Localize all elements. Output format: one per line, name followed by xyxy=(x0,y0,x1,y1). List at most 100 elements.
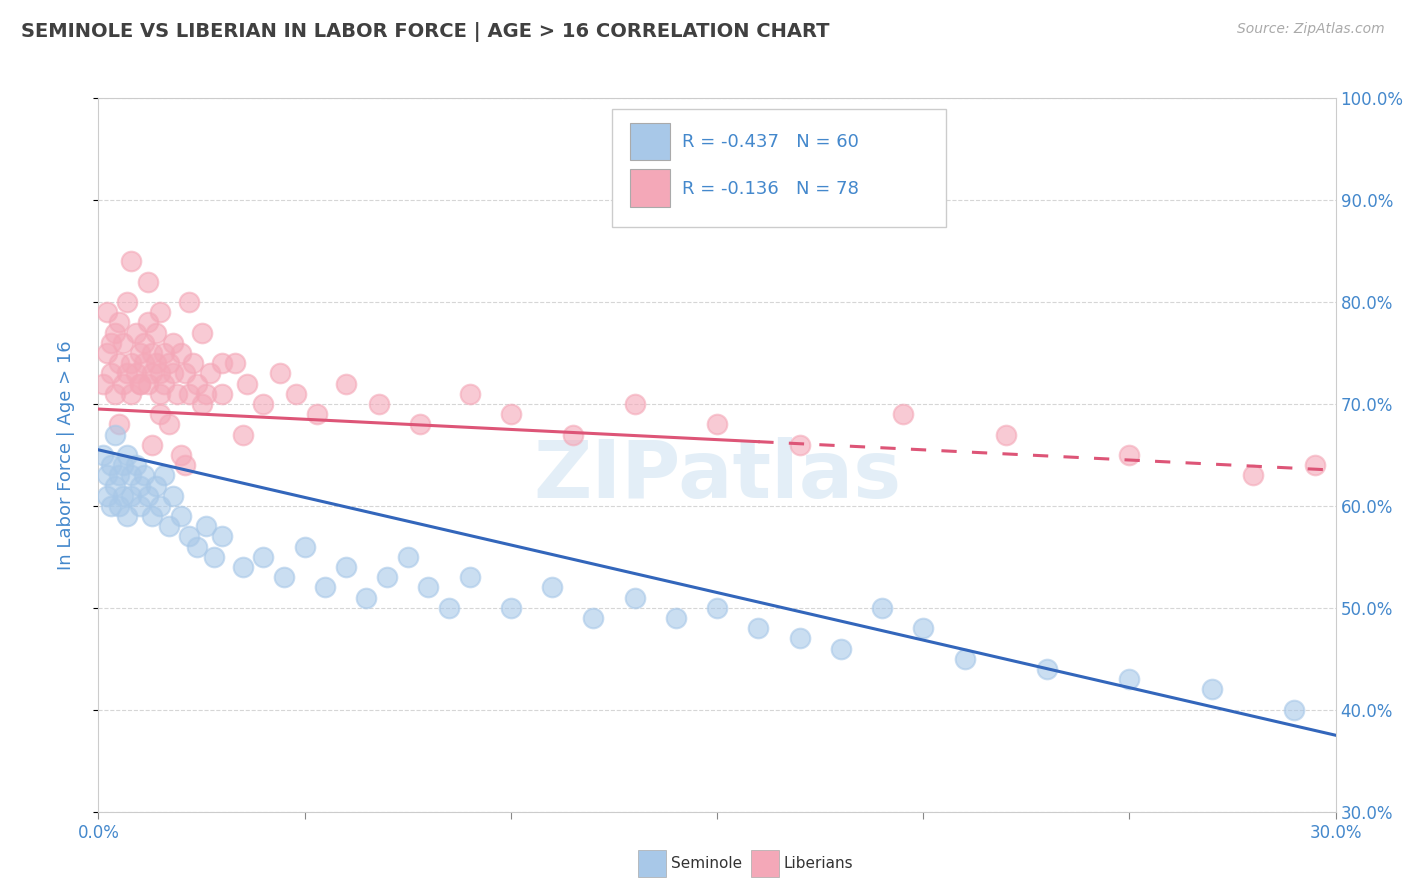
Point xyxy=(96,346,118,360)
Point xyxy=(179,529,201,543)
FancyBboxPatch shape xyxy=(630,169,671,207)
Text: Source: ZipAtlas.com: Source: ZipAtlas.com xyxy=(1237,22,1385,37)
Point xyxy=(149,407,172,421)
Point xyxy=(141,509,163,524)
Point xyxy=(128,499,150,513)
Point xyxy=(211,356,233,370)
Point xyxy=(128,478,150,492)
Point xyxy=(202,549,225,564)
Point xyxy=(830,641,852,656)
Text: R = -0.437   N = 60: R = -0.437 N = 60 xyxy=(682,134,859,152)
Text: SEMINOLE VS LIBERIAN IN LABOR FORCE | AGE > 16 CORRELATION CHART: SEMINOLE VS LIBERIAN IN LABOR FORCE | AG… xyxy=(21,22,830,42)
Text: ZIPatlas: ZIPatlas xyxy=(533,437,901,516)
Point xyxy=(91,448,114,462)
Point xyxy=(124,458,146,472)
Point xyxy=(458,570,481,584)
Point xyxy=(145,356,167,370)
Y-axis label: In Labor Force | Age > 16: In Labor Force | Age > 16 xyxy=(56,340,75,570)
Point xyxy=(170,509,193,524)
FancyBboxPatch shape xyxy=(612,109,946,227)
Point xyxy=(273,570,295,584)
Point xyxy=(91,376,114,391)
Point xyxy=(582,611,605,625)
Point xyxy=(149,386,172,401)
Point xyxy=(96,305,118,319)
Point xyxy=(1284,703,1306,717)
Point xyxy=(117,295,139,310)
Point xyxy=(499,600,522,615)
Point xyxy=(174,458,197,472)
Point xyxy=(789,438,811,452)
Point xyxy=(157,519,180,533)
Point xyxy=(149,499,172,513)
Point xyxy=(194,519,217,533)
Point xyxy=(153,468,176,483)
Point xyxy=(108,315,131,329)
Point xyxy=(174,367,197,381)
Point xyxy=(314,581,336,595)
Point xyxy=(224,356,246,370)
Point xyxy=(153,376,176,391)
Point xyxy=(104,326,127,340)
Point xyxy=(211,529,233,543)
Point xyxy=(100,499,122,513)
Point xyxy=(136,315,159,329)
Point xyxy=(375,570,398,584)
Point xyxy=(100,335,122,350)
Point xyxy=(149,305,172,319)
Point xyxy=(120,386,142,401)
Point xyxy=(128,376,150,391)
Point xyxy=(170,448,193,462)
Point xyxy=(117,367,139,381)
Point xyxy=(181,356,204,370)
Point xyxy=(120,254,142,268)
Point xyxy=(870,600,893,615)
Point xyxy=(141,438,163,452)
Point xyxy=(891,407,914,421)
Point xyxy=(561,427,583,442)
Point xyxy=(141,346,163,360)
Point xyxy=(396,549,419,564)
Point xyxy=(132,335,155,350)
Point xyxy=(706,600,728,615)
Point xyxy=(211,386,233,401)
Point xyxy=(136,489,159,503)
Point xyxy=(108,417,131,432)
Point xyxy=(108,499,131,513)
Point xyxy=(623,397,645,411)
Point xyxy=(186,376,208,391)
Point xyxy=(190,397,212,411)
Point xyxy=(162,489,184,503)
Point xyxy=(96,489,118,503)
Point xyxy=(1036,662,1059,676)
Point xyxy=(104,386,127,401)
Point xyxy=(145,326,167,340)
Point xyxy=(367,397,389,411)
Point xyxy=(117,509,139,524)
Point xyxy=(356,591,378,605)
Point xyxy=(166,386,188,401)
Point xyxy=(285,386,308,401)
Text: Seminole: Seminole xyxy=(671,856,742,871)
Point xyxy=(96,468,118,483)
Point xyxy=(186,540,208,554)
Point xyxy=(108,356,131,370)
Point xyxy=(149,367,172,381)
Point xyxy=(112,489,135,503)
Point xyxy=(108,468,131,483)
Point xyxy=(789,632,811,646)
FancyBboxPatch shape xyxy=(630,123,671,161)
Point xyxy=(912,621,935,635)
Point xyxy=(157,356,180,370)
Point xyxy=(305,407,328,421)
Point xyxy=(252,549,274,564)
Point xyxy=(128,376,150,391)
Point xyxy=(170,346,193,360)
Point xyxy=(1118,672,1140,686)
Point xyxy=(335,376,357,391)
Point xyxy=(194,386,217,401)
Point xyxy=(132,356,155,370)
Point xyxy=(1201,682,1223,697)
Point xyxy=(294,540,316,554)
Point xyxy=(162,335,184,350)
